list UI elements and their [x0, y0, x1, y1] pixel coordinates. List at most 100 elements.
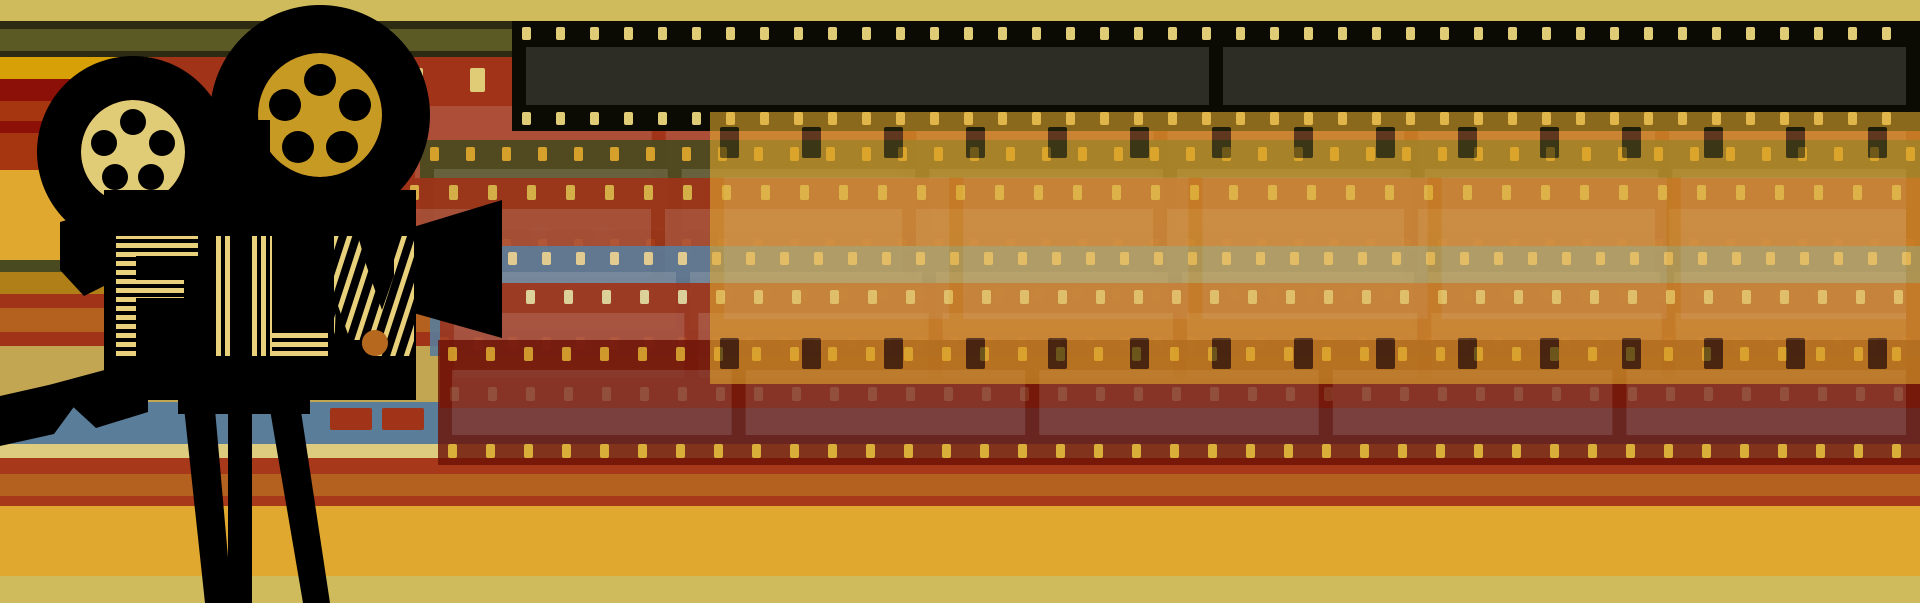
- strip-dark-red-bottom-perforation: [1360, 444, 1369, 458]
- strip-black-top-perforation: [760, 27, 769, 40]
- strip-black-top-perforation: [930, 27, 939, 40]
- strip-dark-red-bottom-perforation: [486, 444, 495, 458]
- strip-dark-red-bottom-frame: [452, 370, 732, 435]
- strip-foreground-gold-perforation: [1376, 338, 1395, 369]
- strip-dark-red-bottom-perforation: [1550, 444, 1559, 458]
- strip-foreground-gold-frame: [1680, 177, 1906, 319]
- strip-black-top-perforation: [522, 112, 531, 125]
- strip-rust-mid-perforation: [527, 185, 536, 200]
- strip-black-top-perforation: [658, 112, 667, 125]
- strip-foreground-gold-perforation: [1622, 127, 1641, 158]
- strip-dark-red-bottom-perforation: [1284, 444, 1293, 458]
- strip-black-top-perforation: [1338, 27, 1347, 40]
- strip-black-top-perforation: [1440, 27, 1449, 40]
- strip-black-top-perforation: [1610, 27, 1619, 40]
- strip-black-top-perforation: [1746, 27, 1755, 40]
- strip-dark-red-bottom-perforation: [1208, 444, 1217, 458]
- strip-dark-red-bottom-perforation: [676, 444, 685, 458]
- strip-foreground-gold-perforation: [1212, 127, 1231, 158]
- strip-rust-mid-perforation: [488, 185, 497, 200]
- strip-foreground-gold-frame: [724, 177, 950, 319]
- strip-dark-red-bottom-perforation: [866, 444, 875, 458]
- strip-foreground-gold-perforation: [802, 338, 821, 369]
- strip-black-top-perforation: [862, 27, 871, 40]
- strip-black-top-perforation: [590, 112, 599, 125]
- strip-black-top-perforation: [1406, 27, 1415, 40]
- strip-black-top-perforation: [1814, 27, 1823, 40]
- strip-black-top-perforation: [1202, 27, 1211, 40]
- strip-dark-red-bottom-perforation: [980, 444, 989, 458]
- camera-lens-cone: [410, 200, 502, 338]
- front-reel-holes: [91, 109, 175, 190]
- strip-back-wide-rust-perforation: [470, 68, 485, 92]
- strip-foreground-gold-perforation: [1048, 338, 1067, 369]
- strip-black-top-perforation: [964, 27, 973, 40]
- strip-foreground-gold-perforation: [1130, 127, 1149, 158]
- strip-foreground-gold-frame: [963, 177, 1189, 319]
- strip-dark-red-bottom-perforation: [1322, 444, 1331, 458]
- strip-blue-perforation: [678, 252, 687, 265]
- strip-dark-red-bottom-perforation: [1018, 444, 1027, 458]
- back-reel-holes: [269, 64, 371, 163]
- strip-black-top-perforation: [896, 27, 905, 40]
- strip-foreground-gold-perforation: [1622, 338, 1641, 369]
- strip-dark-red-bottom-perforation: [1702, 444, 1711, 458]
- strip-black-top-perforation: [1100, 27, 1109, 40]
- strip-dark-red-bottom-perforation: [942, 444, 951, 458]
- strip-dark-red-bottom-perforation: [1892, 444, 1901, 458]
- strip-rust-mid-perforation: [605, 185, 614, 200]
- strip-dark-red-bottom-perforation: [1778, 444, 1787, 458]
- strip-black-top-perforation: [1032, 27, 1041, 40]
- strip-dark-red-bottom-perforation: [562, 347, 571, 361]
- strip-dark-red-bottom-perforation: [1588, 444, 1597, 458]
- strip-black-top-frame: [526, 47, 1209, 105]
- strip-foreground-gold-frame: [1202, 177, 1428, 319]
- strip-foreground-gold-perforation: [1786, 127, 1805, 158]
- camera-tripod: [178, 392, 330, 603]
- strip-dark-red-bottom-perforation: [1512, 444, 1521, 458]
- strip-olive-mid-perforation: [610, 147, 619, 161]
- strip-olive-mid-perforation: [538, 147, 547, 161]
- strip-dark-red-bottom-perforation: [524, 444, 533, 458]
- strip-black-top-perforation: [1236, 27, 1245, 40]
- camera-boom-tip: [0, 382, 76, 446]
- strip-black-top-perforation: [828, 27, 837, 40]
- strip-foreground-gold-perforation: [884, 127, 903, 158]
- strip-black-top-perforation: [692, 27, 701, 40]
- strip-black-top-perforation: [1304, 27, 1313, 40]
- band-sienna-2: [0, 474, 1920, 496]
- strip-black-top-perforation: [794, 27, 803, 40]
- strip-olive-mid-perforation: [466, 147, 475, 161]
- strip-dark-red-bottom-perforation: [752, 444, 761, 458]
- strip-lower-rust-perforation: [678, 290, 687, 304]
- strip-olive-mid-perforation: [646, 147, 655, 161]
- strip-blue-perforation: [610, 252, 619, 265]
- strip-dark-red-bottom-perforation: [1854, 444, 1863, 458]
- strip-foreground-gold-perforation: [1130, 338, 1149, 369]
- tripod-foot-accent: [330, 408, 424, 430]
- strip-blue-perforation: [644, 252, 653, 265]
- camera-film-wordmark: [116, 236, 414, 356]
- strip-dark-red-bottom-perforation: [1474, 444, 1483, 458]
- strip-black-top-perforation: [1542, 27, 1551, 40]
- strip-foreground-gold-perforation: [1868, 127, 1887, 158]
- strip-dark-red-bottom-perforation: [828, 444, 837, 458]
- camera-reel-bridge: [196, 120, 270, 210]
- strip-black-top-perforation: [692, 112, 701, 125]
- strip-dark-red-bottom-perforation: [1664, 444, 1673, 458]
- strip-dark-red-bottom-perforation: [1094, 444, 1103, 458]
- band-rust-5: [0, 496, 1920, 506]
- strip-black-top-perforation: [1780, 27, 1789, 40]
- strip-olive-mid-perforation: [502, 147, 511, 161]
- strip-dark-red-bottom-perforation: [562, 444, 571, 458]
- strip-rust-mid-perforation: [449, 185, 458, 200]
- strip-black-top-perforation: [1474, 27, 1483, 40]
- strip-lower-rust-perforation: [564, 290, 573, 304]
- strip-foreground-gold-perforation: [1048, 127, 1067, 158]
- strip-foreground-gold-perforation: [1704, 127, 1723, 158]
- strip-dark-red-bottom-perforation: [1398, 444, 1407, 458]
- strip-black-top-perforation: [1576, 27, 1585, 40]
- strip-foreground-gold-perforation: [1294, 338, 1313, 369]
